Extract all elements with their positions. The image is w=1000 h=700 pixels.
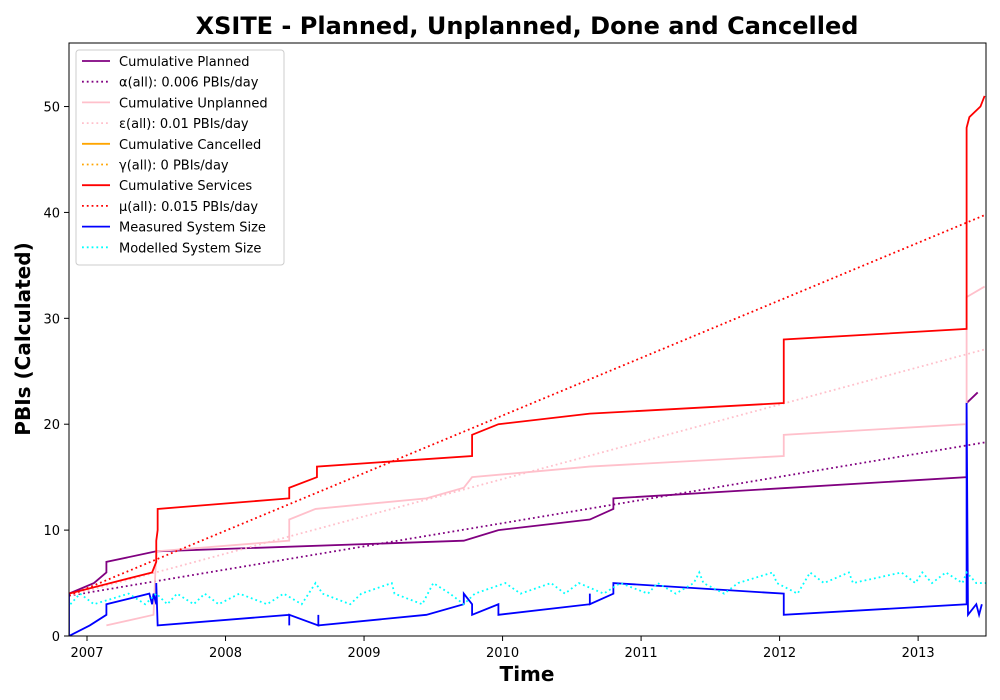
y-tick-label-2: 20 (43, 418, 60, 433)
chart-title: XSITE - Planned, Unplanned, Done and Can… (196, 12, 859, 40)
y-tick-label-0: 0 (52, 630, 60, 645)
series-line-2 (106, 285, 986, 627)
plot-area (69, 95, 986, 636)
y-tick-label-4: 40 (43, 206, 60, 221)
x-tick-label-1: 2008 (209, 646, 242, 661)
series-line-6 (69, 95, 986, 595)
series-line-1 (69, 441, 986, 597)
y-tick-label-5: 50 (43, 101, 60, 116)
x-tick-label-5: 2012 (763, 646, 796, 661)
y-tick-label-1: 10 (43, 524, 60, 539)
y-axis-label: PBIs (Calculated) (11, 242, 35, 435)
legend-entry-8: Measured System Size (119, 221, 266, 236)
legend-entry-5: γ(all): 0 PBIs/day (119, 159, 229, 174)
plot-frame (68, 42, 987, 637)
legend-entry-3: ε(all): 0.01 PBIs/day (119, 117, 249, 132)
legend-entry-1: α(all): 0.006 PBIs/day (119, 76, 259, 91)
axis-ticks: 2007 2008 2009 2010 2011 2012 2013 0 10 20 30 40 50 (43, 101, 934, 661)
x-tick-label-2: 2009 (347, 646, 380, 661)
legend-entry-7: μ(all): 0.015 PBIs/day (119, 200, 258, 215)
x-tick-label-3: 2010 (486, 646, 519, 661)
legend-box (75, 49, 285, 266)
legend-entry-2: Cumulative Unplanned (119, 96, 268, 111)
x-axis-label: Time (500, 662, 555, 686)
legend-entry-4: Cumulative Cancelled (119, 138, 261, 153)
x-tick-label-6: 2013 (902, 646, 935, 661)
legend-entry-6: Cumulative Services (119, 179, 252, 194)
legend-entry-0: Cumulative Planned (119, 55, 249, 70)
series-line-9 (69, 570, 986, 606)
legend: Cumulative Planned α(all): 0.006 PBIs/day… (75, 49, 285, 266)
y-tick-label-3: 30 (43, 312, 60, 327)
x-tick-label-0: 2007 (70, 646, 103, 661)
x-tick-label-4: 2011 (625, 646, 658, 661)
legend-entry-9: Modelled System Size (119, 241, 261, 256)
